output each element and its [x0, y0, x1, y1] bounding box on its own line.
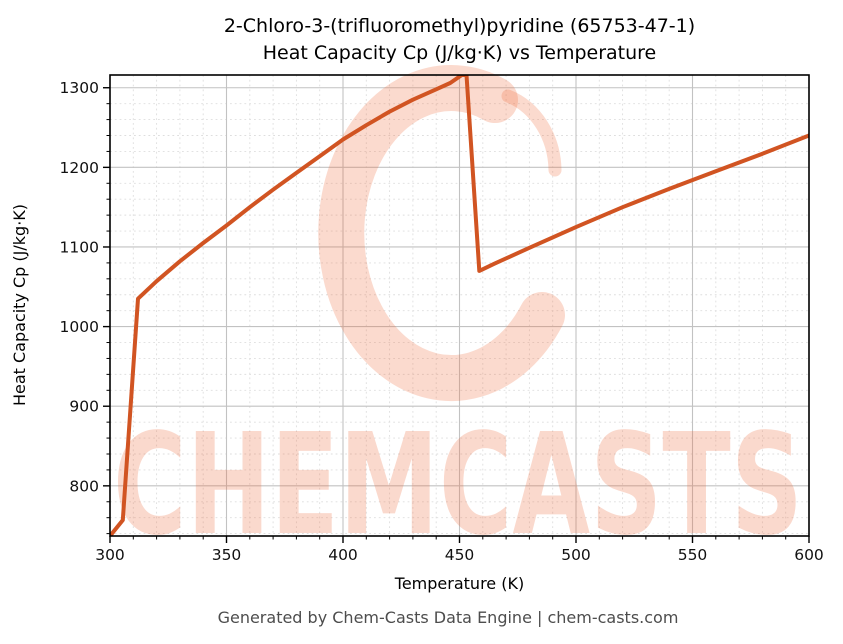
data-series [110, 75, 809, 536]
x-tick-label: 550 [678, 546, 708, 564]
cp-data-line [110, 75, 809, 536]
watermark: CHEMCASTS [113, 65, 803, 567]
y-tick-label: 1300 [60, 79, 99, 97]
watermark-logo-c [318, 65, 565, 402]
footer-credit: Generated by Chem-Casts Data Engine | ch… [217, 608, 679, 627]
y-tick-label: 800 [69, 477, 99, 495]
y-tick-label: 1000 [60, 318, 99, 336]
y-tick-label: 900 [69, 398, 99, 416]
axes: 300 350 400 450 500 550 600 800 900 1000 1100 1200 1… [60, 74, 824, 564]
chart-title-line1: 2-Chloro-3-(trifluoromethyl)pyridine (65… [223, 15, 696, 37]
y-axis-label: Heat Capacity Cp (J/kg·K) [10, 203, 29, 407]
chart-title: 2-Chloro-3-(trifluoromethyl)pyridine (65… [110, 13, 809, 67]
watermark-text: CHEMCASTS [113, 404, 803, 567]
chart-title-line2: Heat Capacity Cp (J/kg·K) vs Temperature [262, 42, 657, 64]
x-tick-label: 450 [445, 546, 475, 564]
x-axis-label: Temperature (K) [394, 574, 525, 593]
y-tick-label: 1200 [60, 159, 99, 177]
x-tick-label: 500 [561, 546, 591, 564]
x-tick-label: 600 [794, 546, 824, 564]
x-tick-label: 350 [212, 546, 242, 564]
x-tick-label: 400 [328, 546, 358, 564]
x-tick-label: 300 [95, 546, 125, 564]
y-tick-label: 1100 [60, 238, 99, 256]
watermark-logo-accent [501, 89, 562, 177]
plot-border [109, 74, 810, 537]
